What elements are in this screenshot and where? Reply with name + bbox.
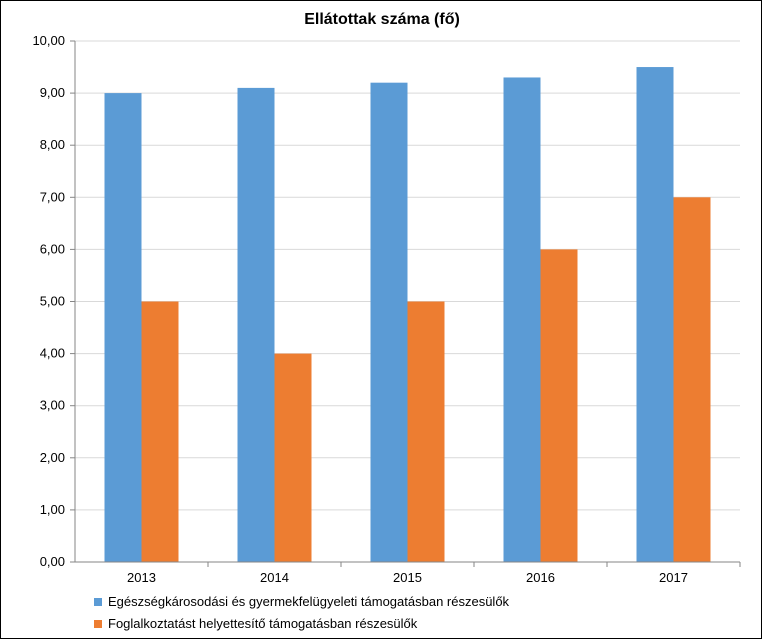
y-tick-label: 8,00 [40, 137, 65, 152]
legend-swatch [94, 598, 102, 606]
bars [104, 67, 711, 563]
axes: 0,00 1,00 2,00 3,00 4,00 5,00 6,00 7,00 8,00 9,00… [32, 33, 741, 585]
chart-title: Ellátottak száma (fő) [304, 11, 460, 28]
bar [237, 87, 275, 562]
x-tick-label: 2017 [659, 570, 688, 585]
y-tick-label: 9,00 [40, 85, 65, 100]
bar [636, 67, 674, 563]
legend-label: Foglalkoztatást helyettesítő támogatásba… [108, 616, 418, 631]
y-tick-label: 0,00 [40, 554, 65, 569]
y-tick-label: 10,00 [32, 33, 65, 48]
y-tick-label: 2,00 [40, 450, 65, 465]
bar [141, 301, 179, 562]
x-tick-label: 2013 [127, 570, 156, 585]
bar [274, 353, 312, 562]
bar [407, 301, 445, 562]
bar [104, 93, 142, 562]
y-tick-label: 6,00 [40, 241, 65, 256]
bar [370, 82, 408, 563]
y-tick-label: 3,00 [40, 398, 65, 413]
x-tick-label: 2015 [393, 570, 422, 585]
y-tick-label: 7,00 [40, 189, 65, 204]
bar [503, 77, 541, 562]
legend: Egészségkárosodási és gyermekfelügyeleti… [94, 594, 510, 631]
y-tick-label: 5,00 [40, 294, 65, 309]
x-tick-label: 2014 [260, 570, 289, 585]
y-tick-label: 1,00 [40, 502, 65, 517]
legend-swatch [94, 620, 102, 628]
bar [673, 197, 711, 563]
y-tick-label: 4,00 [40, 346, 65, 361]
bar [540, 249, 578, 562]
legend-label: Egészségkárosodási és gyermekfelügyeleti… [108, 594, 510, 609]
x-tick-label: 2016 [526, 570, 555, 585]
